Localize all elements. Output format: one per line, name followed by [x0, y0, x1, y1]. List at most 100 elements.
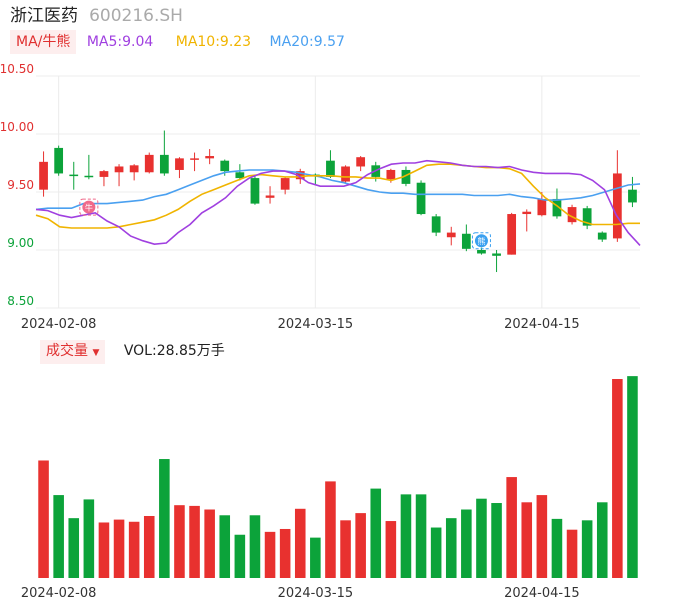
ma20-label: MA20:9.57 [269, 34, 345, 50]
volume-bar [68, 518, 80, 578]
volume-bar [536, 495, 548, 578]
stock-code: 600216.SH [89, 6, 183, 26]
ma10-line [35, 163, 640, 229]
volume-bar [219, 515, 231, 578]
title-row: 浙江医药 600216.SH [10, 4, 183, 28]
volume-bar [581, 520, 593, 578]
volume-x-tick-label: 2024-02-08 [21, 586, 97, 601]
candle-body [250, 178, 260, 204]
candle-body [492, 253, 501, 256]
volume-bar [355, 513, 366, 578]
volume-bar [113, 519, 125, 578]
candle-body [341, 166, 350, 182]
volume-bar [476, 498, 487, 578]
volume-value: VOL:28.85万手 [123, 343, 225, 359]
candle-body [461, 233, 471, 249]
candle-body [190, 158, 199, 160]
volume-bar [174, 505, 185, 578]
volume-bar [189, 505, 200, 578]
bull-marker-label: 牛 [85, 203, 93, 213]
volume-bar [264, 531, 276, 578]
x-tick-label: 2024-02-08 [21, 317, 97, 332]
volume-bar [506, 477, 517, 578]
volume-tag-label: 成交量 [46, 343, 88, 359]
volume-bar [279, 528, 291, 578]
volume-x-tick-label: 2024-03-15 [278, 586, 354, 601]
volume-bar [38, 460, 49, 578]
volume-bar [551, 518, 563, 578]
ma10-label: MA10:9.23 [175, 34, 252, 50]
candle-body [552, 198, 562, 217]
candle-body [295, 171, 305, 180]
ma5-label: MA5:9.04 [86, 34, 154, 50]
volume-bar [294, 508, 306, 578]
candle-body [69, 174, 79, 177]
candle-body [114, 166, 124, 173]
bear-marker-frame [471, 232, 491, 250]
candle-body [326, 160, 335, 177]
x-tick-label: 2024-03-15 [278, 317, 354, 332]
volume-bar [400, 494, 412, 578]
volume-bar [491, 503, 502, 578]
bear-marker-icon [474, 234, 488, 248]
volume-bar [385, 521, 397, 578]
volume-bar [249, 515, 261, 578]
volume-bar [340, 520, 351, 578]
ma5-line [35, 159, 641, 246]
volume-bar [596, 502, 608, 578]
ma20-line [35, 169, 641, 211]
bull-marker-frame [79, 198, 99, 216]
candle-body [431, 216, 441, 233]
ma-indicator-tab[interactable]: MA/牛熊 [10, 30, 77, 54]
candle-body [356, 157, 366, 167]
volume-bar [612, 379, 623, 578]
candle-body [129, 165, 139, 173]
candle-body [597, 232, 607, 240]
candle-body [235, 172, 245, 179]
candle-body [522, 211, 532, 215]
y-tick-label: 9.00 [7, 236, 34, 250]
volume-bar [159, 459, 170, 578]
volume-bar [325, 481, 336, 578]
candle-body [159, 154, 169, 174]
candle-body [628, 189, 637, 203]
candle-body [84, 175, 94, 178]
volume-bar [430, 527, 442, 578]
candle-body [144, 154, 154, 173]
volume-bar [310, 537, 321, 578]
candle-body [537, 198, 547, 216]
candle-body [446, 232, 456, 238]
candle-body [99, 171, 109, 177]
volume-bar [204, 509, 215, 578]
volume-bar [234, 534, 246, 578]
volume-bar [128, 521, 140, 578]
volume-bar [83, 499, 95, 578]
x-tick-label: 2024-04-15 [504, 317, 580, 332]
candle-body [205, 156, 215, 159]
candle-body [386, 169, 396, 180]
candle-body [567, 207, 577, 223]
candle-body [507, 214, 517, 255]
y-tick-label: 10.50 [0, 62, 34, 76]
volume-bar [521, 502, 533, 578]
candle-body [477, 250, 486, 254]
candle-body [416, 182, 426, 215]
candle-body [401, 169, 411, 184]
bull-marker-icon [82, 200, 96, 214]
volume-indicator-tab[interactable]: 成交量 ▼ [40, 340, 106, 364]
y-tick-label: 8.50 [7, 294, 34, 308]
caret-down-icon: ▼ [92, 348, 100, 358]
candle-body [612, 173, 622, 239]
candle-body [54, 147, 64, 174]
bear-marker-label: 熊 [477, 236, 485, 246]
volume-bar [98, 522, 110, 578]
volume-bar [566, 529, 578, 578]
volume-legend: 成交量 ▼ VOL:28.85万手 [40, 340, 225, 364]
candle-body [582, 208, 592, 226]
volume-bar [461, 509, 472, 578]
y-tick-label: 10.00 [0, 120, 34, 134]
candle-body [280, 178, 290, 190]
volume-bar [53, 495, 64, 578]
candle-body [175, 158, 184, 170]
